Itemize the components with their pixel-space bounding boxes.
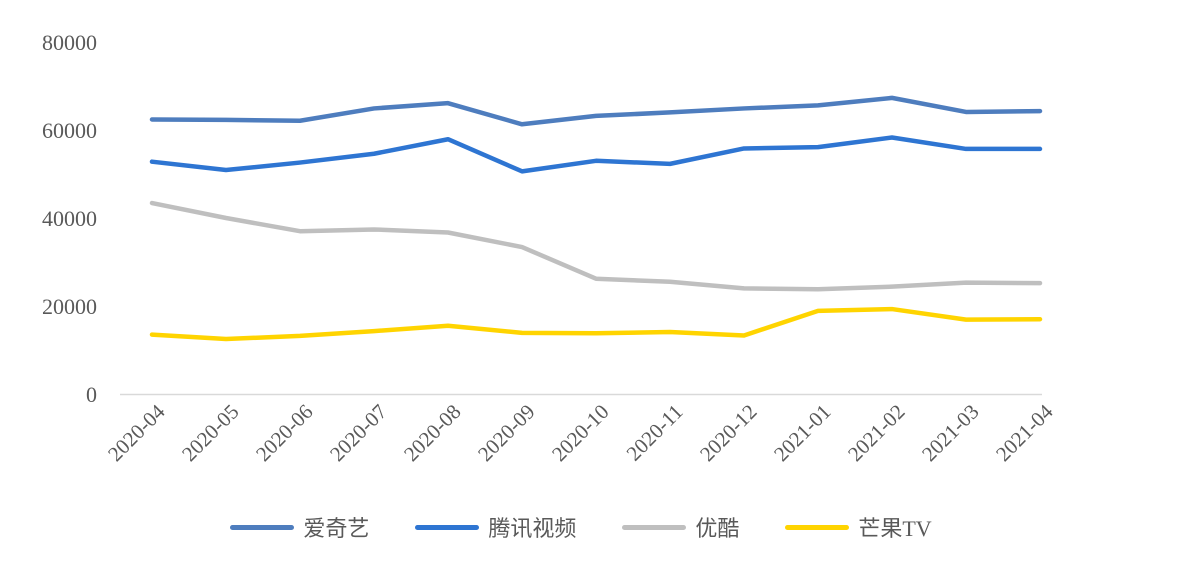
x-tick-label: 2021-02 [843, 400, 909, 466]
x-tick-label: 2020-11 [622, 400, 688, 466]
legend-label: 芒果TV [858, 516, 932, 541]
y-tick-label: 80000 [42, 30, 97, 55]
x-tick-label: 2020-06 [251, 400, 317, 466]
legend-item-3: 芒果TV [785, 511, 932, 543]
x-tick-label: 2020-10 [547, 400, 613, 466]
legend-swatch-icon [415, 524, 480, 530]
x-tick-label: 2020-12 [695, 400, 761, 466]
x-tick-label: 2020-08 [399, 400, 465, 466]
series-line-1 [149, 135, 1043, 174]
x-tick-label: 2020-07 [325, 400, 391, 466]
x-tick-label: 2020-05 [177, 400, 243, 466]
series-line-2 [149, 200, 1043, 292]
legend-label: 腾讯视频 [488, 516, 577, 541]
y-tick-label: 0 [86, 382, 97, 407]
legend-swatch-icon [230, 524, 295, 530]
series-line-0 [149, 95, 1043, 127]
y-tick-label: 40000 [42, 206, 97, 231]
legend-item-0: 爱奇艺 [230, 511, 369, 543]
chart-legend: 爱奇艺 腾讯视频 优酷 芒果TV [120, 512, 1042, 542]
x-tick-label: 2021-03 [917, 400, 983, 466]
x-tick-label: 2020-04 [103, 399, 170, 466]
legend-swatch-icon [785, 524, 850, 530]
legend-item-1: 腾讯视频 [415, 511, 576, 543]
y-tick-label: 60000 [42, 118, 97, 143]
x-tick-label: 2021-04 [991, 399, 1058, 466]
y-tick-label: 20000 [42, 294, 97, 319]
legend-swatch-icon [622, 524, 687, 530]
legend-item-2: 优酷 [622, 511, 739, 543]
series-line-3 [149, 306, 1043, 342]
legend-label: 爱奇艺 [303, 516, 370, 541]
x-tick-label: 2021-01 [769, 400, 835, 466]
x-tick-label: 2020-09 [473, 400, 539, 466]
legend-label: 优酷 [695, 516, 740, 541]
